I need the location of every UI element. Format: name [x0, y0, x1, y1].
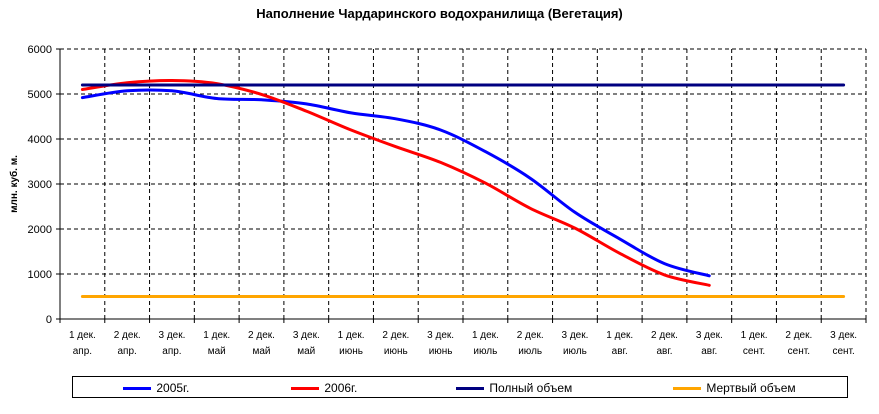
x-tick-label-line1: 2 дек. [651, 330, 678, 341]
x-tick-label-line2: сент. [788, 346, 810, 357]
x-tick-label-line2: сент. [743, 346, 765, 357]
x-tick-label-line2: апр. [73, 346, 92, 357]
x-tick-label-line2: авг. [656, 346, 672, 357]
x-tick-label-line1: 3 дек. [830, 330, 857, 341]
x-tick-label-line1: 1 дек. [741, 330, 768, 341]
x-tick-label-line1: 2 дек. [785, 330, 812, 341]
x-tick-label-line1: 3 дек. [427, 330, 454, 341]
legend-label: Мертвый объем [706, 381, 796, 395]
x-tick-label-line2: июль [563, 346, 587, 357]
series-layer [80, 78, 846, 298]
legend-item-full-volume: Полный объем [456, 380, 572, 396]
x-tick-label-line2: июнь [384, 346, 408, 357]
x-tick-label-line1: 3 дек. [293, 330, 320, 341]
legend-item-2005: 2005г. [123, 380, 189, 396]
legend-label: Полный объем [489, 381, 573, 395]
x-tick-label-line2: авг. [701, 346, 717, 357]
x-tick-label-line2: май [252, 346, 270, 357]
x-tick-label-line1: 3 дек. [561, 330, 588, 341]
grid-layer [60, 48, 867, 319]
y-tick-label: 6000 [28, 44, 52, 56]
x-tick-label-line2: июнь [429, 346, 453, 357]
y-axis-label: млн. куб. м. [8, 155, 20, 213]
x-tick-label-line1: 2 дек. [114, 330, 141, 341]
x-tick-label-line2: авг. [612, 346, 628, 357]
legend-swatch [673, 387, 701, 391]
x-tick-label-line1: 1 дек. [606, 330, 633, 341]
legend-swatch [123, 387, 151, 391]
x-tick-label-line1: 1 дек. [203, 330, 230, 341]
y-tick-label: 1000 [28, 269, 52, 281]
chart-title: Наполнение Чардаринского водохранилища (… [256, 6, 623, 21]
x-tick-label-line2: май [208, 346, 226, 357]
legend-label: 2005г. [156, 381, 190, 395]
x-tick-label-line1: 2 дек. [248, 330, 275, 341]
x-tick-label-line2: апр. [118, 346, 137, 357]
x-tick-label-line2: июль [518, 346, 542, 357]
x-tick-label-line2: июнь [339, 346, 363, 357]
chart-plot: 0 1000 2000 3000 4000 5000 6000 1 дек. апр. 2 дек… [8, 44, 867, 357]
x-tick-label-line1: 3 дек. [696, 330, 723, 341]
legend-label: 2006г. [324, 381, 358, 395]
x-tick-label-line2: сент. [832, 346, 854, 357]
series-line-2006 [80, 78, 711, 287]
y-tick-label: 3000 [28, 179, 52, 191]
x-tick-label-line1: 3 дек. [158, 330, 185, 341]
y-tick-label: 4000 [28, 134, 52, 146]
axis-layer: 0 1000 2000 3000 4000 5000 6000 1 дек. апр. 2 дек… [28, 44, 867, 357]
x-tick-label-line2: май [297, 346, 315, 357]
legend-swatch [291, 387, 319, 391]
series-line-2005 [80, 88, 711, 278]
x-tick-label-line1: 2 дек. [517, 330, 544, 341]
legend: 2005г. 2006г. Полный объем Мертвый объем [72, 376, 848, 398]
x-tick-label-line1: 1 дек. [338, 330, 365, 341]
x-tick-label-line1: 1 дек. [69, 330, 96, 341]
legend-item-2006: 2006г. [291, 380, 357, 396]
y-tick-label: 2000 [28, 224, 52, 236]
legend-swatch [456, 387, 484, 391]
y-tick-label: 0 [46, 314, 52, 326]
x-tick-label-line2: апр. [162, 346, 181, 357]
y-tick-label: 5000 [28, 89, 52, 101]
x-tick-label-line1: 1 дек. [472, 330, 499, 341]
x-tick-label-line2: июль [473, 346, 497, 357]
x-tick-label-line1: 2 дек. [382, 330, 409, 341]
legend-item-dead-volume: Мертвый объем [673, 380, 796, 396]
